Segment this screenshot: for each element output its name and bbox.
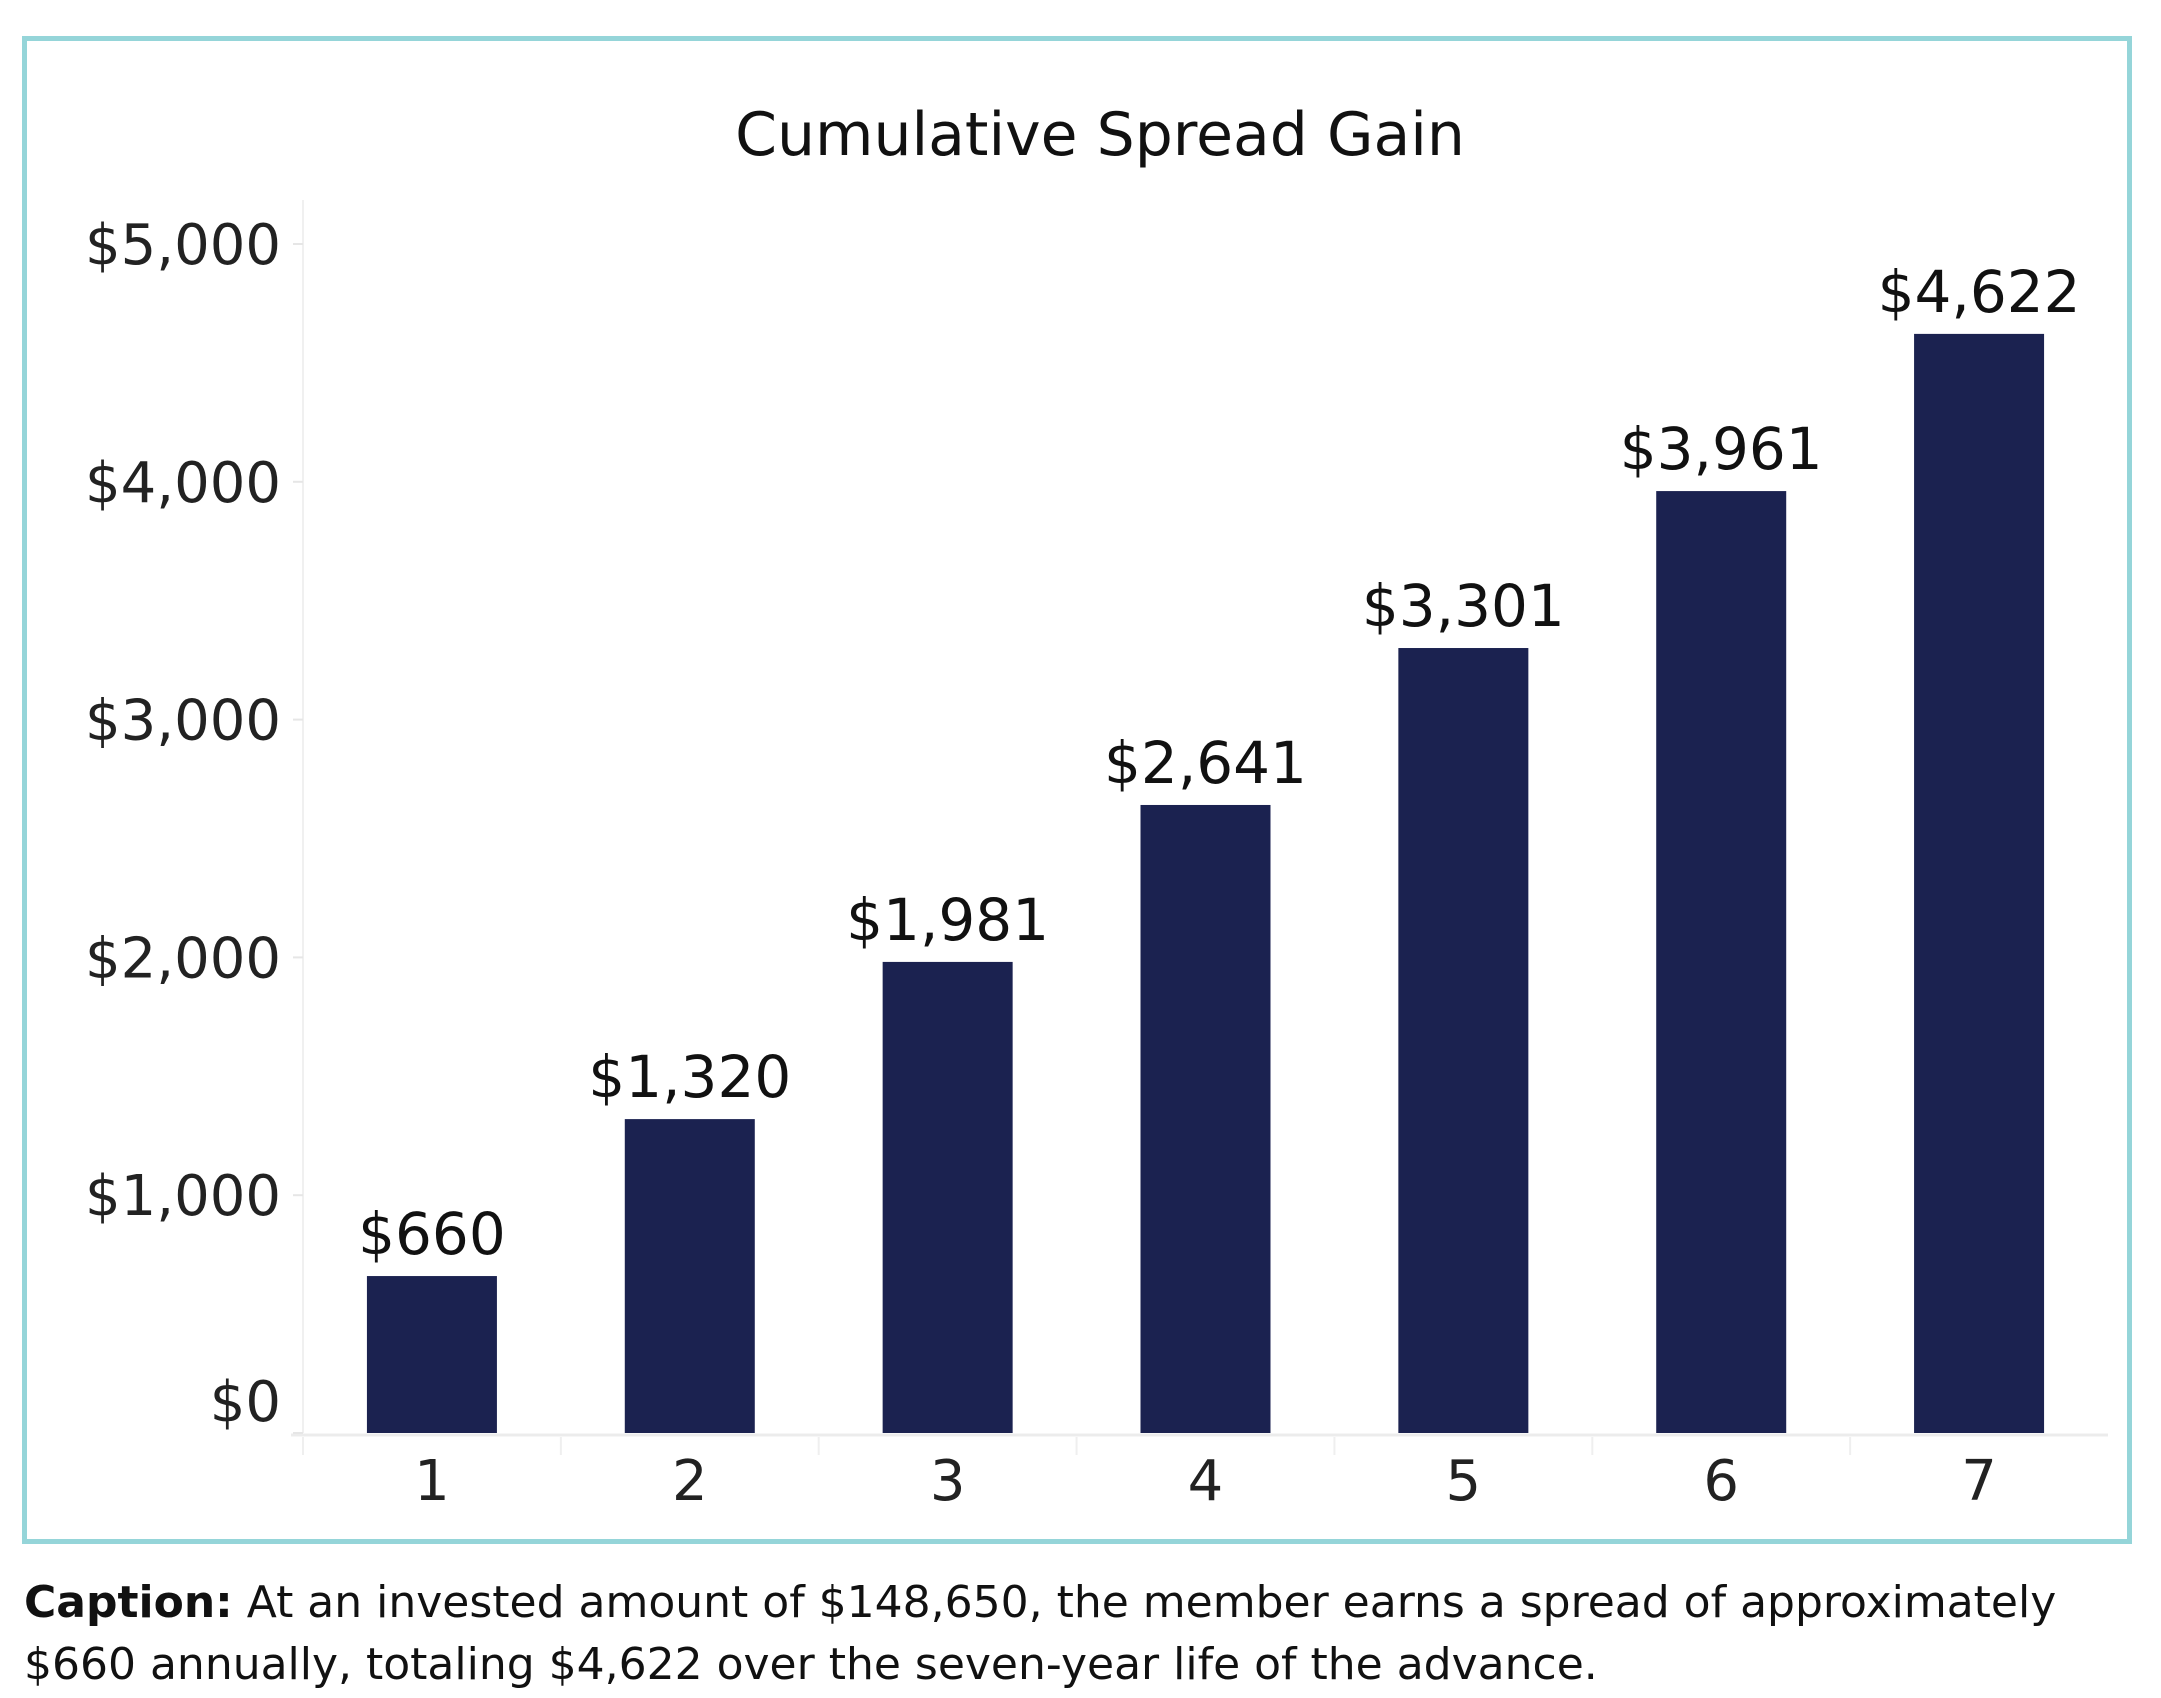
y-tick-label: $3,000 (85, 689, 281, 754)
chart-frame (22, 36, 2132, 1544)
x-tick-label: 4 (1188, 1449, 1224, 1514)
data-label: $3,301 (1362, 572, 1565, 640)
data-label: $4,622 (1878, 258, 2081, 326)
x-tick-label: 6 (1703, 1449, 1739, 1514)
caption-text: At an invested amount of $148,650, the m… (24, 1577, 2057, 1690)
y-tick-label: $1,000 (85, 1164, 281, 1229)
x-tick-label: 2 (672, 1449, 708, 1514)
chart-title: Cumulative Spread Gain (735, 100, 1465, 170)
bar (1914, 333, 2045, 1433)
x-tick-label: 7 (1961, 1449, 1997, 1514)
data-label: $1,320 (588, 1043, 791, 1111)
x-tick-label: 5 (1446, 1449, 1482, 1514)
y-tick-label: $4,000 (85, 451, 281, 516)
caption: Caption: At an invested amount of $148,6… (24, 1572, 2144, 1696)
y-tick-label: $2,000 (85, 926, 281, 991)
data-label: $3,961 (1620, 415, 1823, 483)
bar (366, 1276, 497, 1433)
bar (1656, 491, 1787, 1433)
y-tick-label: $5,000 (85, 213, 281, 278)
x-tick-label: 1 (414, 1449, 450, 1514)
bar (1398, 648, 1529, 1433)
data-label: $1,981 (846, 886, 1049, 954)
bar (624, 1119, 755, 1433)
data-label: $660 (358, 1200, 506, 1268)
x-tick-label: 3 (930, 1449, 966, 1514)
bar-chart: Cumulative Spread Gain $0 $1,000 $2,000 $3,… (85, 100, 2108, 1514)
data-label: $2,641 (1104, 729, 1307, 797)
y-tick-label: $0 (210, 1370, 281, 1435)
caption-label: Caption: (24, 1577, 233, 1628)
bar (1140, 804, 1271, 1433)
bar (882, 961, 1013, 1433)
